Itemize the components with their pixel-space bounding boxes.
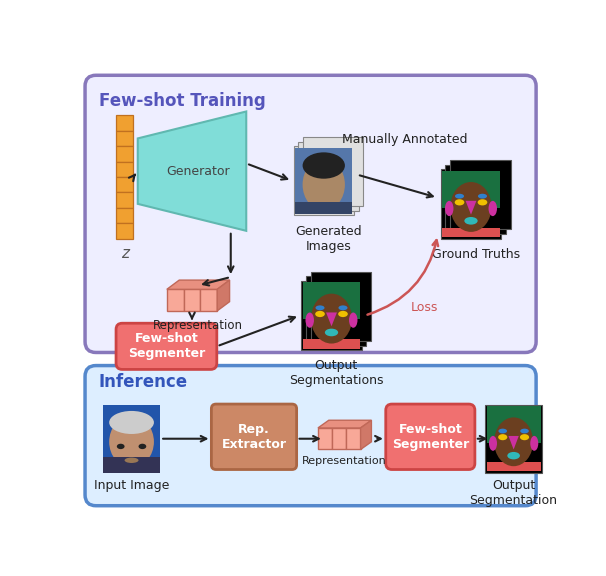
Bar [116, 146, 133, 161]
Polygon shape [311, 272, 371, 341]
Ellipse shape [520, 434, 529, 440]
Ellipse shape [316, 305, 325, 310]
Ellipse shape [139, 444, 146, 449]
Ellipse shape [450, 182, 491, 232]
FancyBboxPatch shape [85, 75, 536, 353]
Ellipse shape [498, 434, 507, 440]
Polygon shape [138, 112, 246, 231]
Text: Ground Truths: Ground Truths [431, 248, 520, 261]
Polygon shape [332, 428, 347, 449]
FancyBboxPatch shape [386, 404, 475, 469]
Polygon shape [303, 282, 360, 319]
Ellipse shape [445, 201, 453, 216]
Polygon shape [217, 280, 230, 311]
Ellipse shape [478, 194, 487, 199]
Text: Loss: Loss [411, 301, 438, 314]
Text: Output
Segmentations: Output Segmentations [289, 359, 384, 388]
Ellipse shape [520, 429, 529, 433]
Polygon shape [361, 420, 371, 449]
Bar [116, 177, 133, 192]
Text: Inference: Inference [99, 373, 188, 391]
FancyBboxPatch shape [116, 323, 217, 369]
Text: Few-shot
Segmenter: Few-shot Segmenter [128, 332, 205, 361]
Text: Few-shot Training: Few-shot Training [99, 92, 266, 110]
Bar [116, 192, 133, 208]
Ellipse shape [488, 201, 497, 216]
Ellipse shape [338, 311, 348, 317]
Bar [116, 223, 133, 238]
Bar [103, 405, 160, 472]
Polygon shape [295, 147, 353, 214]
Polygon shape [184, 289, 201, 311]
Ellipse shape [478, 199, 487, 206]
Polygon shape [303, 339, 360, 348]
Ellipse shape [325, 329, 338, 336]
Ellipse shape [302, 158, 345, 211]
Polygon shape [318, 420, 371, 428]
Ellipse shape [305, 313, 314, 328]
Polygon shape [318, 428, 332, 449]
Ellipse shape [489, 436, 497, 451]
Bar [485, 405, 542, 472]
Text: Output
Segmentation: Output Segmentation [470, 479, 558, 507]
Polygon shape [445, 165, 506, 234]
Text: Representation: Representation [302, 456, 387, 465]
Ellipse shape [464, 217, 478, 225]
Ellipse shape [530, 436, 538, 451]
Text: Representation: Representation [153, 319, 243, 332]
Bar [116, 161, 133, 177]
Polygon shape [441, 169, 501, 238]
Text: z: z [121, 246, 128, 262]
Ellipse shape [302, 153, 345, 179]
Ellipse shape [455, 194, 464, 199]
Ellipse shape [117, 444, 125, 449]
Polygon shape [465, 201, 476, 215]
FancyBboxPatch shape [211, 404, 296, 469]
Ellipse shape [494, 418, 533, 466]
Bar [103, 457, 160, 472]
Ellipse shape [315, 311, 325, 317]
Bar [116, 131, 133, 146]
Polygon shape [167, 289, 184, 311]
Polygon shape [326, 312, 337, 326]
Polygon shape [303, 137, 363, 206]
Text: Few-shot
Segmenter: Few-shot Segmenter [391, 423, 469, 451]
Ellipse shape [454, 199, 464, 206]
FancyBboxPatch shape [85, 366, 536, 506]
Ellipse shape [339, 305, 347, 310]
Bar [116, 208, 133, 223]
Text: Rep.
Extractor: Rep. Extractor [222, 423, 287, 451]
Polygon shape [442, 170, 500, 208]
Ellipse shape [498, 429, 507, 433]
Ellipse shape [311, 294, 352, 343]
Ellipse shape [125, 457, 139, 463]
Text: Generated
Images: Generated Images [295, 225, 362, 253]
Polygon shape [201, 289, 217, 311]
Polygon shape [293, 146, 354, 215]
Bar [116, 115, 133, 131]
Polygon shape [487, 462, 541, 471]
Ellipse shape [507, 452, 520, 460]
Polygon shape [295, 202, 353, 214]
Polygon shape [306, 276, 367, 346]
Polygon shape [298, 142, 359, 211]
Ellipse shape [349, 313, 358, 328]
Text: Input Image: Input Image [94, 479, 169, 492]
Ellipse shape [109, 411, 154, 434]
Polygon shape [450, 160, 510, 229]
Text: Generator: Generator [167, 165, 230, 177]
Text: Manually Annotated: Manually Annotated [342, 133, 468, 146]
Polygon shape [167, 280, 230, 289]
Polygon shape [508, 436, 519, 449]
Ellipse shape [109, 416, 154, 468]
Polygon shape [301, 281, 362, 350]
Polygon shape [487, 407, 541, 442]
Polygon shape [347, 428, 361, 449]
Polygon shape [442, 228, 500, 237]
